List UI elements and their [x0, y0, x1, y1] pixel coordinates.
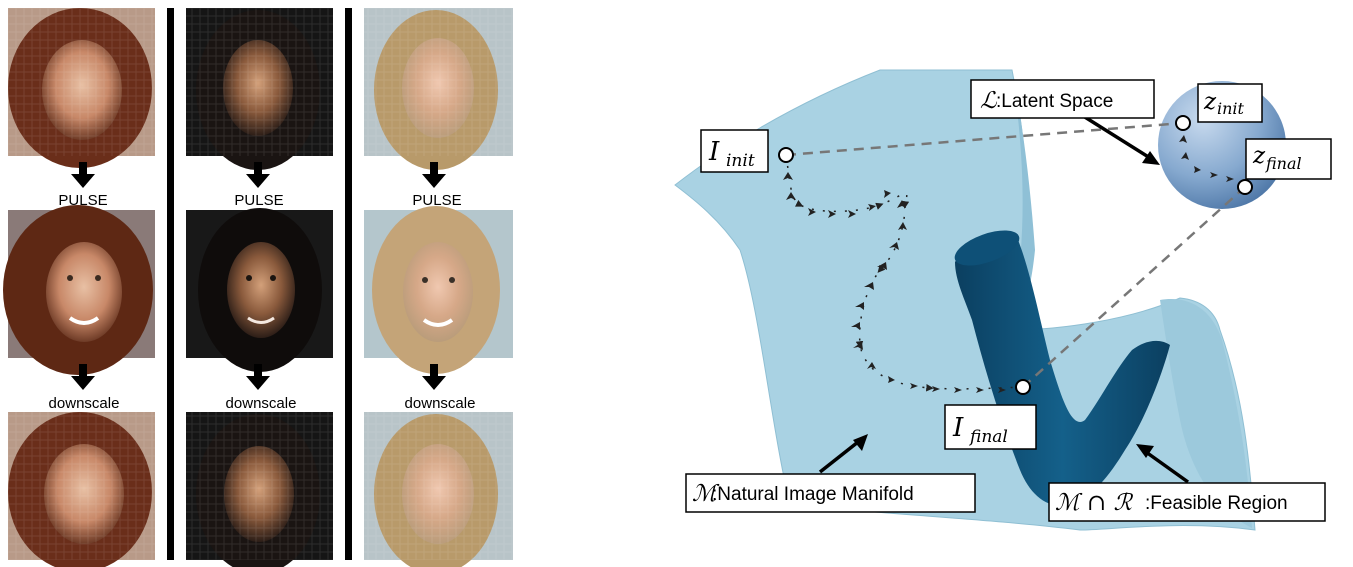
- svg-text:init: init: [726, 151, 755, 171]
- column-1: PULSE downscale: [3, 8, 155, 567]
- step1-label-2: PULSE: [234, 192, 283, 209]
- arrow-down-1a: [71, 162, 95, 188]
- arrow-down-3a: [422, 162, 446, 188]
- arrow-down-1b: [71, 364, 95, 390]
- arrow-down-2a: [246, 162, 270, 188]
- manifold-right-lobe: [1160, 299, 1252, 528]
- svg-text:I: I: [952, 413, 964, 443]
- svg-text::Natural Image Manifold: :Natural Image Manifold: [712, 484, 914, 505]
- column-2: PULSE downscale: [186, 8, 333, 567]
- point-z-final: [1237, 179, 1253, 195]
- column-divider-2: [345, 8, 352, 560]
- svg-text:final: final: [968, 427, 1008, 447]
- face-downscaled-2: [186, 412, 333, 567]
- face-pulse-2: [186, 208, 333, 372]
- path-chevrons: [783, 172, 1006, 393]
- face-lowres-2: [186, 8, 333, 170]
- feasible-region-rim: [954, 230, 1020, 266]
- label-i-final: I final: [944, 404, 1037, 450]
- face-downscaled-3: [364, 412, 513, 567]
- svg-text::Latent Space: :Latent Space: [996, 91, 1113, 112]
- pointer-arrows: [818, 112, 1190, 484]
- step2-label-3: downscale: [405, 395, 476, 412]
- label-z-init: z init: [1197, 83, 1263, 123]
- step1-label-1: PULSE: [58, 192, 107, 209]
- svg-text:final: final: [1265, 154, 1302, 173]
- manifold-fold: [1010, 70, 1035, 330]
- svg-text::Feasible Region: :Feasible Region: [1145, 493, 1288, 514]
- column-divider-1: [167, 8, 174, 560]
- face-pulse-3: [364, 206, 513, 374]
- svg-text:I: I: [708, 137, 720, 167]
- label-manifold: ℳ :Natural Image Manifold: [685, 473, 976, 513]
- step2-label-1: downscale: [49, 395, 120, 412]
- svg-text:z: z: [1252, 143, 1266, 169]
- face-downscaled-1: [8, 412, 155, 567]
- manifold-diagram: I init I final z init z final ℒ :Latent …: [674, 69, 1332, 531]
- svg-text:ℒ: ℒ: [980, 88, 997, 114]
- face-columns: PULSE downscale: [3, 8, 513, 567]
- svg-text:ℳ: ℳ: [692, 481, 720, 507]
- svg-text:ℳ ∩ ℛ: ℳ ∩ ℛ: [1055, 490, 1133, 516]
- point-i-final: [1015, 379, 1031, 395]
- svg-text:z: z: [1203, 89, 1217, 115]
- svg-text:init: init: [1217, 99, 1245, 118]
- point-z-init: [1175, 115, 1191, 131]
- arrow-down-2b: [246, 364, 270, 390]
- label-i-init: I init: [700, 129, 769, 173]
- face-lowres-1: [8, 8, 155, 168]
- latent-space-path: [1179, 135, 1234, 182]
- arrow-down-3b: [422, 364, 446, 390]
- step2-label-2: downscale: [226, 395, 297, 412]
- column-3: PULSE downscale: [364, 8, 513, 567]
- label-feasible-region: ℳ ∩ ℛ :Feasible Region: [1048, 482, 1326, 522]
- dashed-link-init: [785, 121, 1184, 157]
- label-latent-space: ℒ :Latent Space: [970, 79, 1155, 119]
- point-i-init: [778, 147, 794, 163]
- face-lowres-3: [364, 8, 513, 170]
- label-z-final: z final: [1245, 138, 1332, 180]
- step1-label-3: PULSE: [412, 192, 461, 209]
- face-pulse-1: [3, 205, 155, 375]
